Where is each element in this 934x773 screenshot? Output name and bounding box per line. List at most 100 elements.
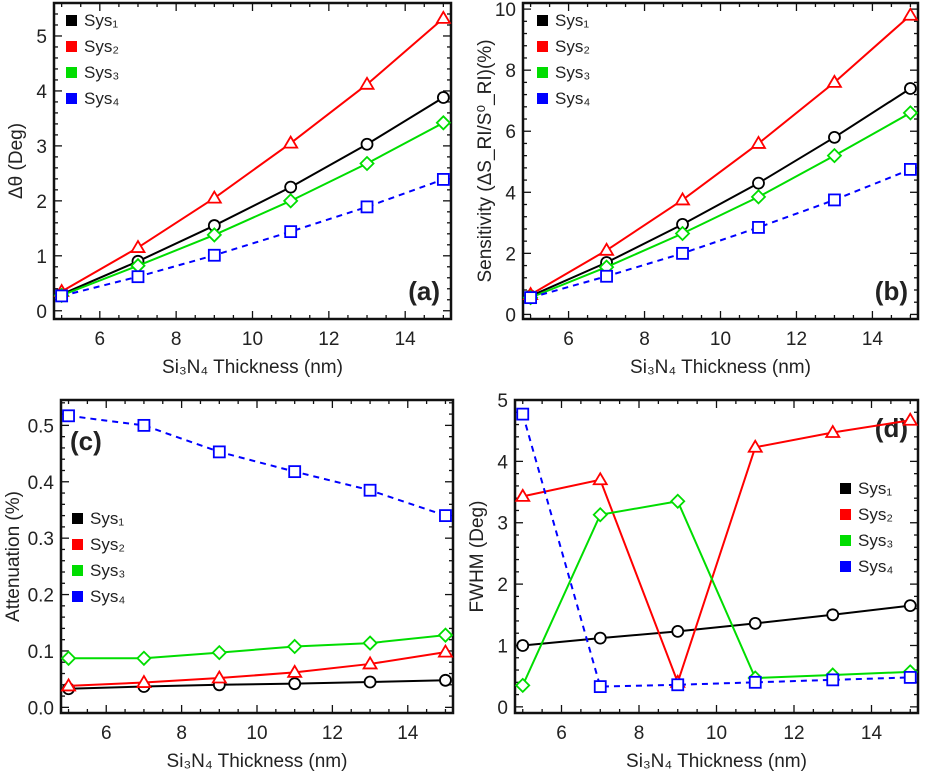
- x-tick-label: 6: [556, 723, 567, 744]
- x-tick-label: 8: [639, 329, 650, 350]
- data-point: [129, 239, 147, 253]
- x-tick-label: 12: [322, 723, 343, 744]
- x-tick-label: 6: [101, 723, 112, 744]
- data-point: [750, 189, 767, 205]
- series-line: [521, 413, 911, 688]
- series-3: [522, 105, 919, 306]
- y-tick-label: 4: [36, 82, 47, 103]
- data-point: [286, 638, 303, 655]
- data-point: [671, 678, 685, 692]
- data-point: [137, 418, 151, 432]
- x-tick-label: 8: [176, 723, 187, 744]
- series-1: [55, 91, 450, 301]
- legend-label: Sys₃: [90, 561, 125, 580]
- data-point: [514, 488, 531, 502]
- data-point: [288, 465, 302, 479]
- series-line: [61, 96, 444, 296]
- series-4: [62, 409, 452, 523]
- series-2: [60, 643, 454, 692]
- legend-swatch: [66, 15, 77, 26]
- x-axis-label: Si₃N₄ Thickness (nm): [167, 751, 348, 772]
- data-point: [902, 105, 919, 121]
- data-point: [282, 134, 299, 149]
- legend-swatch: [840, 509, 851, 520]
- series-line: [521, 500, 911, 686]
- series-line: [68, 679, 446, 690]
- series-line: [530, 87, 911, 298]
- data-point: [282, 193, 299, 209]
- data-point: [903, 599, 917, 612]
- y-tick-label: 0.5: [28, 416, 54, 437]
- data-point: [747, 438, 764, 453]
- data-point: [828, 130, 841, 144]
- data-point: [363, 675, 377, 689]
- y-tick-label: 0.1: [28, 642, 54, 663]
- legend-label: Sys₄: [555, 89, 590, 108]
- data-point: [902, 6, 919, 21]
- legend-label: Sys₃: [555, 63, 590, 82]
- y-tick-label: 2: [497, 575, 508, 596]
- x-tick-label: 6: [95, 329, 106, 350]
- x-axis-label: Si₃N₄ Thickness (nm): [630, 357, 811, 378]
- data-point: [363, 483, 377, 497]
- panel-b: 6 8 10 12 14 0 2 4 6 8 10 Si₃N₄ Thickness (nm) Sensi…: [475, 0, 920, 378]
- y-tick-label: 0.2: [28, 586, 54, 607]
- data-point: [62, 409, 75, 423]
- data-point: [437, 643, 454, 658]
- data-point: [211, 644, 228, 661]
- data-point: [748, 616, 762, 630]
- panel-label: (c): [70, 426, 102, 456]
- data-point: [55, 289, 69, 303]
- y-tick-label: 4: [505, 183, 516, 204]
- panel-c: 6 8 10 12 14 0.0 0.1 0.2 0.3 0.4 0.5 Si₃N₄ Thicknes…: [3, 398, 455, 772]
- y-tick-label: 0.0: [28, 698, 54, 719]
- series-1: [524, 82, 917, 303]
- data-point: [600, 269, 613, 283]
- data-point: [752, 176, 765, 190]
- data-point: [284, 180, 298, 194]
- plot-frame: [59, 398, 455, 715]
- data-point: [361, 655, 379, 670]
- series-line: [530, 168, 911, 299]
- series-line: [68, 651, 446, 687]
- data-point: [206, 189, 223, 204]
- data-point: [516, 407, 530, 421]
- data-point: [903, 671, 917, 684]
- data-point: [904, 82, 917, 95]
- series-2: [514, 411, 919, 688]
- y-axis-label: Δθ (Deg): [6, 123, 27, 199]
- legend-swatch: [840, 483, 851, 494]
- data-point: [358, 76, 376, 90]
- data-point: [598, 242, 615, 256]
- legend-label: Sys₁: [84, 11, 118, 30]
- legend-label: Sys₂: [90, 535, 125, 554]
- x-tick-label: 10: [242, 329, 263, 350]
- y-tick-label: 4: [497, 452, 508, 473]
- y-tick-label: 3: [36, 137, 47, 158]
- data-point: [674, 225, 691, 242]
- data-point: [436, 91, 450, 104]
- x-axis-label: Si₃N₄ Thickness (nm): [626, 751, 807, 772]
- series-line: [530, 112, 911, 299]
- legend-label: Sys₃: [858, 531, 893, 550]
- data-point: [439, 509, 452, 523]
- y-tick-label: 0: [36, 302, 47, 323]
- series-line: [61, 17, 445, 293]
- data-point: [435, 10, 452, 24]
- series-line: [68, 634, 446, 660]
- series-line: [530, 14, 912, 296]
- data-point: [592, 471, 609, 486]
- legend-swatch: [840, 535, 851, 546]
- legend-swatch: [72, 565, 83, 576]
- y-tick-label: 8: [505, 61, 516, 82]
- x-tick-label: 12: [783, 723, 804, 744]
- data-point: [904, 162, 917, 176]
- y-tick-label: 1: [36, 247, 47, 268]
- series-3: [53, 115, 452, 304]
- data-point: [60, 677, 77, 692]
- data-point: [593, 631, 607, 645]
- data-point: [435, 115, 452, 131]
- data-point: [131, 270, 145, 284]
- legend-swatch: [66, 67, 77, 78]
